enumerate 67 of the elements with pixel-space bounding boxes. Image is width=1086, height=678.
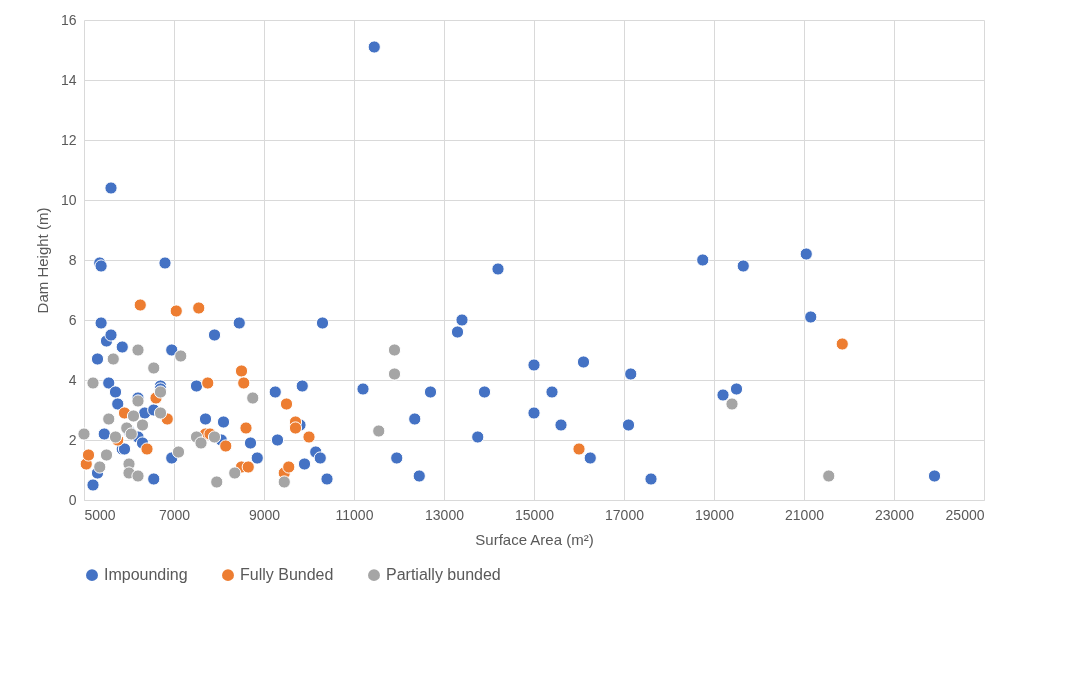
y-tick-label: 6 [68,311,77,328]
point [228,466,242,480]
point [219,439,233,453]
y-tick-label: 2 [68,431,77,448]
point [201,376,215,390]
y-axis-title: Dam Height (m) [33,207,51,314]
x-tick-label: 21000 [785,506,825,523]
point [93,460,107,474]
x-tick-label: 7000 [158,506,191,523]
point [277,475,291,489]
y-tick-label: 8 [68,251,77,268]
point [192,301,206,315]
point [126,409,141,423]
x-tick-label: 15000 [515,506,555,523]
point [131,469,145,483]
y-tick-label: 14 [60,71,77,88]
x-axis-title: Surface Area (m²) [475,530,594,548]
point [140,442,154,456]
x-tick-label: 23000 [875,506,915,523]
point [234,364,249,378]
point [135,418,150,432]
point [77,427,91,441]
point [207,430,222,444]
y-tick-label: 0 [68,491,77,508]
point [822,469,836,483]
legend-label: Fully Bunded [240,566,334,584]
point [106,352,120,366]
point [725,397,739,411]
point [302,430,316,444]
point [372,424,386,438]
x-tick-label: 9000 [248,506,281,523]
point [86,376,100,390]
point [102,412,116,426]
point [835,337,849,351]
point [81,448,96,462]
y-tick-label: 16 [60,11,77,28]
point [572,442,586,456]
point [279,397,294,411]
y-tick-label: 12 [60,131,77,148]
legend-label: Partially bunded [386,566,501,584]
x-tick-label: 5000 [84,506,116,523]
point [131,343,145,357]
point [288,421,303,435]
point [133,298,147,312]
point [210,475,224,489]
point [194,436,208,450]
point [147,361,161,375]
point [169,304,183,318]
legend-label: Impounding [104,566,188,584]
y-tick-label: 10 [60,191,77,208]
point [387,343,402,357]
x-tick-label: 11000 [335,506,374,523]
x-tick-label: 25000 [945,506,985,523]
point [246,391,260,405]
x-tick-label: 13000 [425,506,465,523]
x-tick-label: 19000 [695,506,735,523]
point [99,448,114,462]
point [237,376,251,390]
point [174,349,188,363]
y-tick-label: 4 [68,371,77,388]
point [241,460,255,474]
point [282,460,296,474]
point [239,421,253,435]
x-tick-label: 17000 [605,506,645,523]
point [387,367,402,381]
point [171,445,186,459]
point [153,406,168,420]
